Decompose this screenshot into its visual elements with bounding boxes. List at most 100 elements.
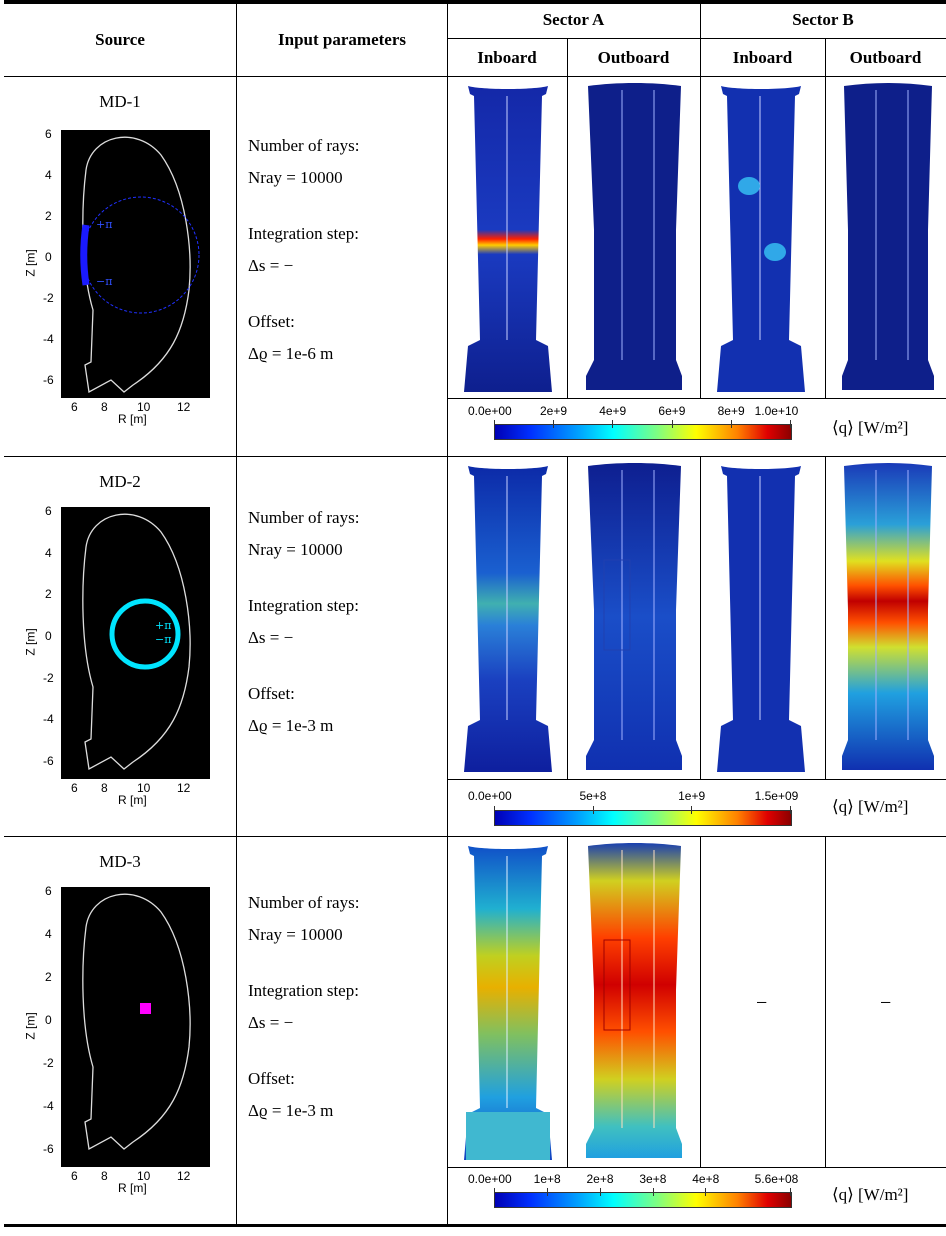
x-tick-label: 12 bbox=[177, 781, 191, 795]
y-axis-label: Z [m] bbox=[23, 1012, 38, 1040]
units-label-md2: ⟨q⟩ [W/m²] bbox=[832, 797, 909, 816]
col-divider-3 bbox=[567, 38, 568, 398]
header-outboard-a: Outboard bbox=[597, 48, 670, 67]
header-inboard-a: Inboard bbox=[477, 48, 537, 67]
step-label: Integration step: bbox=[248, 224, 359, 243]
x-axis-label: R [m] bbox=[118, 412, 147, 426]
x-axis-label: R [m] bbox=[118, 793, 147, 807]
svg-text:+π: +π bbox=[155, 619, 171, 632]
header-input-parameters: Input parameters bbox=[278, 30, 406, 49]
units-label-md3: ⟨q⟩ [W/m²] bbox=[832, 1185, 909, 1204]
colorbar-tick bbox=[612, 420, 614, 428]
y-tick-label: 0 bbox=[45, 250, 52, 264]
x-tick-label: 10 bbox=[137, 1169, 151, 1183]
source-label-md2: MD-2 bbox=[99, 472, 141, 491]
colorbar-tick bbox=[494, 806, 495, 814]
y-tick-label: 2 bbox=[45, 970, 52, 984]
colorbar-tick bbox=[790, 420, 791, 428]
colorbar-tick-label: 5e+8 bbox=[579, 789, 607, 803]
header-sector-b: Sector B bbox=[792, 10, 854, 29]
colorbar-tick-label: 0.0e+00 bbox=[468, 404, 512, 418]
offset-value: Δϱ = 1e-6 m bbox=[248, 344, 334, 363]
top-rule bbox=[4, 0, 946, 4]
colorbar-tick bbox=[705, 1188, 707, 1196]
offset-label: Offset: bbox=[248, 1069, 295, 1088]
panel-md1-sector-a-inboard bbox=[464, 86, 552, 392]
rays-label: Number of rays: bbox=[248, 893, 360, 912]
header-sector-a: Sector A bbox=[542, 10, 605, 29]
x-tick-label: 6 bbox=[71, 1169, 78, 1183]
colorbar-tick-label: 2e+9 bbox=[540, 404, 568, 418]
step-label: Integration step: bbox=[248, 981, 359, 1000]
x-tick-label: 10 bbox=[137, 781, 151, 795]
panel-md3-sector-a-outboard bbox=[586, 843, 682, 1158]
panel-md1-sector-b-inboard bbox=[717, 86, 805, 392]
colorbar-tick bbox=[599, 1188, 601, 1196]
ds-value: Δs = − bbox=[248, 628, 294, 647]
col-divider-4b bbox=[700, 457, 701, 779]
colorbar-tick bbox=[553, 420, 555, 428]
colorbar-tick-label: 1.5e+09 bbox=[754, 789, 799, 803]
colorbar bbox=[494, 1192, 792, 1208]
params-md2: Number of rays: Nray = 10000 Integration… bbox=[248, 508, 359, 736]
y-tick-label: -6 bbox=[43, 1142, 54, 1156]
col-divider-4c bbox=[700, 837, 701, 1167]
panel-md2-sector-a-inboard bbox=[464, 466, 552, 772]
colorbar bbox=[494, 424, 792, 440]
rays-label: Number of rays: bbox=[248, 508, 360, 527]
y-axis-label: Z [m] bbox=[23, 249, 38, 277]
colorbar bbox=[494, 810, 792, 826]
y-tick-label: -4 bbox=[43, 332, 54, 346]
source-plot-md1: +π −π bbox=[61, 130, 210, 398]
col-divider-4 bbox=[700, 4, 701, 398]
n-ray-value: Nray = 10000 bbox=[248, 168, 343, 187]
y-tick-label: -4 bbox=[43, 712, 54, 727]
panel-md2-sector-a-outboard bbox=[586, 463, 682, 770]
x-axis-label: R [m] bbox=[118, 1181, 147, 1195]
offset-value: Δϱ = 1e-3 m bbox=[248, 1101, 334, 1120]
colorbar-tick-label: 3e+8 bbox=[639, 1172, 667, 1186]
colorbar-tick bbox=[691, 806, 693, 814]
bottom-rule bbox=[4, 1224, 946, 1227]
y-tick-label: -2 bbox=[43, 1056, 54, 1070]
colorbar-tick-label: 2e+8 bbox=[586, 1172, 614, 1186]
y-tick-label: -2 bbox=[43, 291, 54, 305]
y-tick-label: 6 bbox=[45, 884, 52, 898]
y-tick-label: -2 bbox=[43, 670, 54, 685]
y-tick-label: 4 bbox=[45, 168, 52, 182]
y-tick-label: 6 bbox=[45, 504, 52, 518]
units-label-md1: ⟨q⟩ [W/m²] bbox=[832, 418, 909, 437]
y-tick-label: -6 bbox=[43, 754, 54, 768]
colorbar-tick-label: 6e+9 bbox=[658, 404, 686, 418]
colorbar-tick-label: 0.0e+00 bbox=[468, 1172, 512, 1186]
colorbar-tick-label: 5.6e+08 bbox=[754, 1172, 799, 1186]
y-tick-label: 2 bbox=[45, 209, 52, 223]
ds-value: Δs = − bbox=[248, 1013, 294, 1032]
col-divider-3c bbox=[567, 837, 568, 1167]
x-tick-label: 8 bbox=[101, 781, 108, 795]
colorbar-tick bbox=[592, 806, 594, 814]
source-plot-md3 bbox=[61, 887, 210, 1167]
subheader-rule bbox=[447, 38, 946, 39]
y-tick-label: 2 bbox=[45, 587, 52, 602]
x-tick-label: 12 bbox=[177, 400, 191, 414]
colorbar-tick-label: 4e+9 bbox=[599, 404, 627, 418]
colorbar-tick bbox=[790, 806, 791, 814]
panel-md2-sector-b-inboard bbox=[717, 466, 805, 772]
offset-label: Offset: bbox=[248, 684, 295, 703]
sector-b-outboard-empty: − bbox=[880, 992, 892, 1014]
image-bottom-rule-2 bbox=[447, 779, 946, 780]
header-source: Source bbox=[95, 30, 145, 49]
y-tick-label: 6 bbox=[45, 127, 52, 141]
n-ray-value: Nray = 10000 bbox=[248, 925, 343, 944]
y-tick-label: -4 bbox=[43, 1099, 54, 1113]
panel-md2-sector-b-outboard bbox=[842, 463, 934, 770]
colorbar-tick bbox=[652, 1188, 654, 1196]
x-tick-label: 6 bbox=[71, 781, 78, 795]
y-tick-label: 0 bbox=[45, 629, 52, 643]
source-label-md3: MD-3 bbox=[99, 852, 141, 871]
colorbar-tick-label: 1.0e+10 bbox=[754, 404, 799, 418]
col-divider-5b bbox=[825, 457, 826, 779]
colorbar-tick-label: 1e+8 bbox=[533, 1172, 561, 1186]
colorbar-tick-label: 1e+9 bbox=[678, 789, 706, 803]
